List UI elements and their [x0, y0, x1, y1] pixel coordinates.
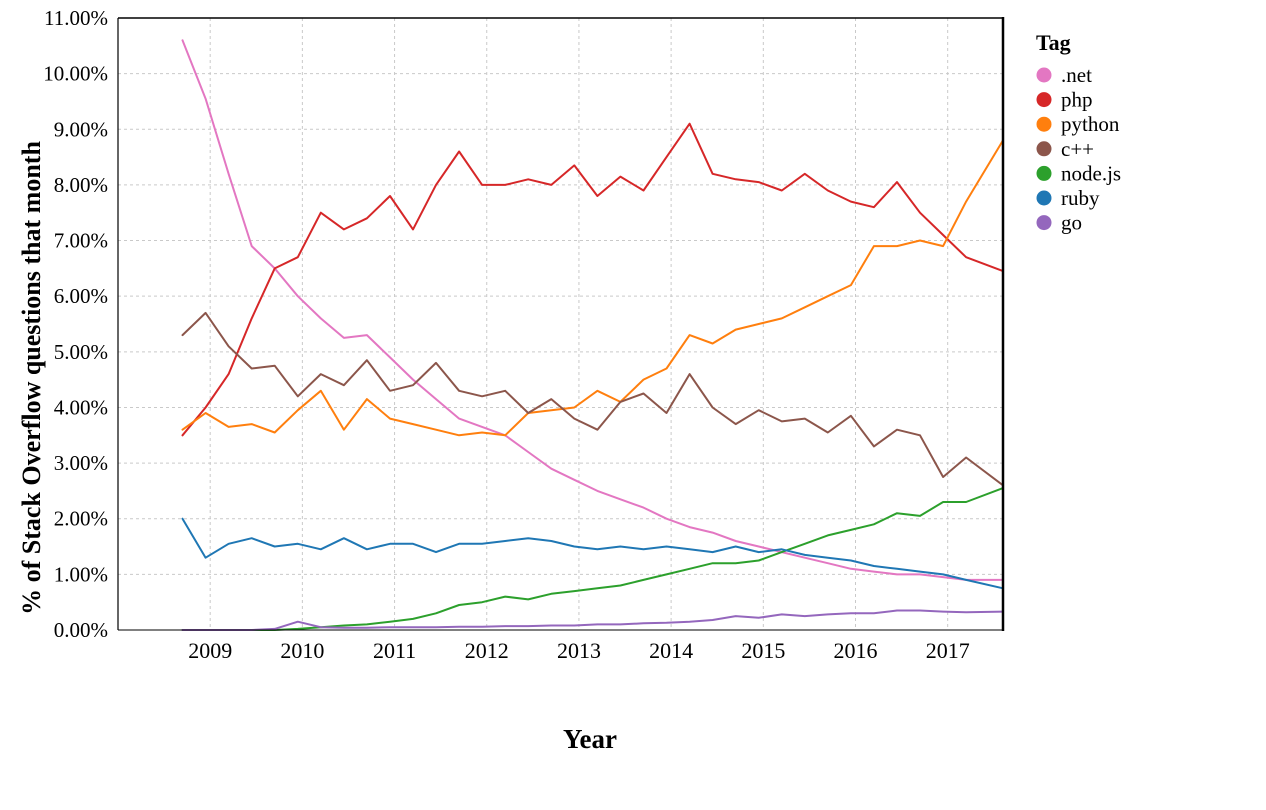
series-line-node.js — [181, 487, 1004, 631]
x-tick-label: 2015 — [741, 638, 785, 663]
x-tick-label: 2016 — [834, 638, 878, 663]
legend-swatch-.net — [1036, 67, 1052, 83]
series-line-python — [181, 139, 1004, 437]
y-tick-label: 0.00% — [54, 618, 108, 642]
y-tick-label: 7.00% — [54, 229, 108, 253]
legend-label-go: go — [1061, 211, 1082, 235]
y-tick-label: 9.00% — [54, 117, 108, 141]
y-tick-label: 3.00% — [54, 451, 108, 475]
legend-label-c++: c++ — [1061, 137, 1094, 161]
tick-labels-layer: 0.00% 1.00% 2.00% 3.00% 4.00% 5.00% 6.00% 7.00%… — [43, 6, 969, 663]
legend-swatch-c++ — [1036, 141, 1052, 157]
legend-swatch-go — [1036, 215, 1052, 231]
series-line-go — [181, 609, 1004, 631]
x-tick-label: 2009 — [188, 638, 232, 663]
legend-label-php: php — [1061, 88, 1093, 112]
y-tick-label: 2.00% — [54, 507, 108, 531]
legend-label-node.js: node.js — [1061, 161, 1121, 185]
plot-frame — [117, 17, 1005, 631]
y-tick-label: 8.00% — [54, 173, 108, 197]
y-axis-title: % of Stack Overflow questions that month — [17, 141, 46, 615]
x-axis-title: Year — [563, 724, 617, 754]
legend-label-ruby: ruby — [1061, 186, 1100, 210]
x-tick-label: 2017 — [926, 638, 970, 663]
y-tick-label: 11.00% — [44, 6, 108, 30]
series-line-php — [181, 122, 1004, 437]
series-line-.net — [181, 39, 1004, 581]
y-tick-label: 5.00% — [54, 340, 108, 364]
x-tick-label: 2012 — [465, 638, 509, 663]
x-tick-label: 2013 — [557, 638, 601, 663]
y-tick-label: 1.00% — [54, 562, 108, 586]
grid-layer — [118, 17, 1003, 631]
y-tick-label: 6.00% — [54, 284, 108, 308]
legend-swatch-php — [1036, 92, 1052, 108]
legend-swatch-node.js — [1036, 165, 1052, 181]
legend-swatch-python — [1036, 116, 1052, 132]
legend-title: Tag — [1036, 30, 1071, 55]
x-tick-label: 2011 — [373, 638, 416, 663]
series-line-ruby — [181, 517, 1004, 590]
series-layer — [181, 39, 1004, 631]
x-tick-label: 2010 — [280, 638, 324, 663]
y-tick-label: 10.00% — [43, 62, 108, 86]
legend-label-python: python — [1061, 112, 1120, 136]
legend-label-.net: .net — [1061, 63, 1092, 87]
y-tick-label: 4.00% — [54, 395, 108, 419]
legend-swatch-ruby — [1036, 190, 1052, 206]
x-tick-label: 2014 — [649, 638, 693, 663]
series-line-c++ — [181, 311, 1004, 487]
